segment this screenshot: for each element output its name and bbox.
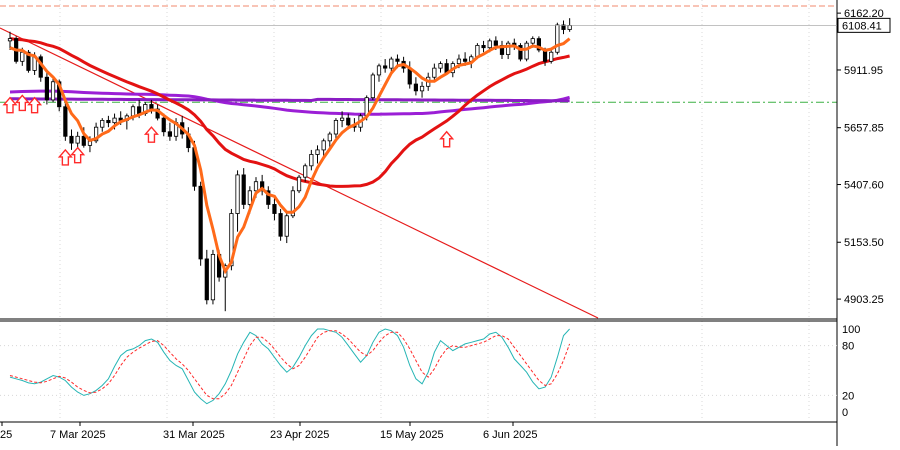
candle-up [130, 106, 136, 117]
candle-down [266, 190, 271, 205]
candle-up [389, 58, 394, 69]
buy-arrow-icon [57, 148, 73, 166]
candle-up [20, 51, 25, 62]
candle-up [296, 176, 302, 192]
last-price-label: 6108.41 [842, 20, 882, 32]
candle-up [100, 119, 105, 128]
time-tick-label: 6 Jun 2025 [483, 429, 537, 441]
candle-down [383, 65, 388, 69]
candle-up [339, 117, 345, 121]
candle-up [376, 65, 382, 76]
candle-up [321, 140, 326, 151]
candle-up [438, 63, 443, 69]
stochastic-signal-line [9, 330, 571, 400]
candle-up [432, 67, 437, 78]
buy-arrow-icon [70, 146, 86, 164]
candle-up [210, 253, 216, 301]
candle-up [567, 25, 572, 30]
candle-down [272, 204, 277, 214]
candle-down [137, 106, 142, 114]
candle-up [247, 190, 252, 205]
candle-up [487, 40, 492, 49]
time-tick-label: 15 May 2025 [380, 429, 444, 441]
candle-up [309, 154, 314, 167]
candle-up [530, 38, 535, 44]
descending-trendline [0, 27, 599, 319]
time-tick-label: 31 Mar 2025 [163, 429, 225, 441]
candle-down [149, 104, 154, 110]
stochastic-main-line [9, 328, 570, 405]
time-tick-label: 7 Mar 2025 [50, 429, 106, 441]
candle-up [303, 165, 308, 178]
candle-up [555, 24, 560, 53]
candle-down [161, 117, 166, 133]
slow-moving-average [9, 37, 570, 188]
candle-up [327, 133, 332, 142]
candle-up [315, 149, 320, 155]
candle-down [63, 106, 68, 137]
time-tick-label: 25 [0, 429, 12, 441]
last-price-tag [837, 17, 891, 33]
candle-up [506, 42, 511, 55]
candle-down [413, 83, 419, 92]
oscillator-tick-label: 20 [842, 390, 854, 402]
candle-up [94, 126, 99, 142]
candle-down [481, 45, 486, 49]
candle-down [260, 181, 265, 192]
oscillator-tick-label: 0 [842, 407, 848, 419]
buy-arrow-icon [143, 126, 159, 143]
candle-down [198, 185, 203, 260]
buy-arrow-icon [2, 96, 18, 114]
candle-down [561, 24, 566, 30]
candle-down [536, 38, 542, 51]
candle-down [26, 51, 31, 71]
candle-up [370, 74, 375, 99]
price-tick-label: 6162.20 [844, 8, 884, 20]
candle-up [333, 119, 339, 135]
fast-moving-average [9, 37, 571, 275]
buy-arrow-icon [27, 96, 43, 114]
candle-up [524, 42, 529, 60]
candle-down [106, 119, 111, 124]
candle-up [290, 190, 296, 217]
candle-down [518, 45, 523, 60]
candle-down [57, 81, 62, 108]
candle-down [278, 213, 283, 237]
time-tick-label: 23 Apr 2025 [270, 429, 329, 441]
price-tick-label: 5407.60 [844, 180, 884, 192]
oscillator-tick-label: 80 [842, 341, 854, 353]
candle-down [44, 76, 50, 101]
candle-down [81, 135, 86, 146]
candle-up [7, 38, 13, 42]
candle-up [75, 135, 80, 144]
candle-down [204, 258, 209, 301]
candle-up [229, 213, 234, 267]
candle-up [50, 81, 56, 101]
long-moving-average-1 [9, 89, 571, 116]
price-tick-label: 5657.85 [844, 123, 884, 135]
candle-down [346, 117, 351, 126]
candle-down [493, 40, 498, 46]
candle-up [112, 117, 117, 124]
candle-up [284, 215, 289, 237]
candle-up [456, 58, 462, 65]
price-tick-label: 4903.25 [844, 294, 884, 306]
candle-down [462, 58, 468, 62]
buy-arrow-icon [14, 94, 30, 112]
price-tick-label: 5153.50 [844, 237, 884, 249]
candle-down [69, 135, 74, 144]
candle-up [419, 85, 425, 92]
candle-down [167, 131, 172, 137]
candle-up [235, 174, 240, 214]
candle-up [253, 181, 259, 192]
long-moving-average-2 [10, 97, 570, 103]
oscillator-tick-label: 100 [842, 324, 860, 336]
candle-up [549, 51, 554, 62]
price-tick-label: 5911.95 [844, 65, 883, 77]
buy-arrow-icon [439, 130, 455, 148]
candle-down [395, 58, 400, 62]
candle-down [241, 174, 246, 205]
